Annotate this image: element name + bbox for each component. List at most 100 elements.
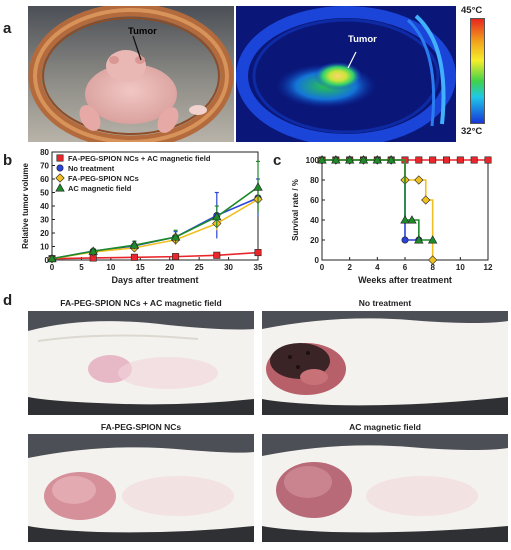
tumor-label-thermal: Tumor — [348, 34, 377, 45]
survival-point — [470, 156, 478, 164]
x-tick-label: 0 — [50, 263, 55, 272]
data-point — [48, 255, 56, 263]
series-line — [51, 197, 259, 260]
survival-point — [359, 156, 367, 164]
x-tick-label: 35 — [254, 263, 263, 272]
series-0 — [48, 249, 262, 263]
survival-point — [331, 155, 341, 165]
thermal-colorbar — [470, 18, 485, 124]
survival-point — [421, 195, 431, 205]
photo-title-no-treatment: No treatment — [358, 298, 412, 308]
y-axis-title: Survival rate / % — [291, 179, 300, 241]
data-point — [48, 255, 56, 263]
panel-label-d: d — [3, 292, 13, 309]
legend-label: No treatment — [68, 164, 115, 173]
survival-point — [386, 155, 396, 164]
photo-title-nanocrystals: FA-PEG-SPION NCs — [100, 422, 182, 432]
survival-point — [372, 155, 383, 164]
survival-step-line — [322, 159, 433, 241]
photo-title-magnetic-field: AC magnetic field — [349, 422, 421, 432]
series-1 — [48, 178, 262, 263]
legend-marker — [55, 173, 65, 183]
data-point — [130, 253, 138, 261]
x-axis-title: Weeks after treatment — [358, 275, 452, 285]
mouse-photo-magnetic-field — [262, 434, 508, 542]
survival-point — [332, 156, 340, 164]
y-tick-label: 80 — [310, 176, 319, 185]
x-tick-label: 12 — [484, 263, 493, 272]
survival-point — [346, 156, 354, 164]
survival-point — [372, 155, 382, 165]
survival-point — [331, 155, 341, 164]
survival-step-line — [322, 159, 419, 241]
thermal-scale-min: 32°C — [461, 126, 483, 137]
x-tick-label: 0 — [320, 263, 325, 272]
survival-point — [401, 236, 409, 244]
data-point — [129, 243, 140, 253]
x-tick-label: 8 — [430, 263, 435, 272]
survival-point — [429, 156, 437, 164]
survival-point — [415, 236, 423, 244]
data-point — [47, 253, 57, 263]
series-line — [51, 198, 259, 260]
data-point — [212, 218, 222, 229]
survival-point — [427, 235, 438, 244]
survival-point — [359, 156, 367, 164]
data-point — [172, 233, 180, 241]
data-point — [88, 247, 98, 257]
survival-point — [386, 155, 396, 165]
data-point — [213, 211, 221, 219]
survival-point — [358, 155, 369, 165]
survival-point — [387, 156, 395, 164]
survival-point — [484, 156, 492, 164]
survival-point — [400, 175, 410, 185]
legend-label: FA-PEG-SPION NCs — [68, 174, 139, 183]
data-point — [170, 232, 181, 241]
survival-point — [317, 155, 327, 164]
survival-point — [414, 235, 424, 244]
survival-point — [400, 215, 410, 224]
survival-point — [387, 156, 395, 164]
series-line — [51, 186, 259, 260]
series-3 — [47, 160, 263, 263]
data-point — [253, 194, 263, 204]
x-tick-label: 10 — [106, 263, 115, 272]
y-tick-label: 80 — [40, 148, 49, 157]
survival-series-0 — [318, 156, 492, 164]
y-tick-label: 0 — [315, 256, 320, 265]
survival-point — [318, 156, 326, 164]
y-tick-label: 40 — [310, 216, 319, 225]
y-tick-label: 0 — [45, 256, 50, 265]
y-tick-label: 60 — [310, 196, 319, 205]
data-point — [89, 247, 97, 255]
mouse-photo-no-treatment — [262, 311, 508, 415]
panel-label-a: a — [3, 20, 12, 37]
data-point — [88, 246, 98, 255]
survival-point — [428, 255, 438, 265]
mouse-photo-nanocrystals-illustration — [28, 434, 254, 542]
survival-series-2 — [317, 155, 438, 265]
x-tick-label: 10 — [456, 263, 465, 272]
mouse-photo-combined — [28, 311, 254, 415]
data-point — [253, 182, 263, 191]
data-point — [172, 253, 180, 261]
survival-point — [373, 156, 381, 164]
plot-frame — [321, 159, 489, 261]
x-tick-label: 4 — [375, 263, 380, 272]
x-tick-label: 5 — [79, 263, 84, 272]
data-point — [129, 240, 140, 249]
mouse-in-coil-illustration — [28, 6, 234, 142]
survival-point — [414, 175, 424, 185]
data-point — [130, 242, 138, 250]
y-tick-label: 40 — [40, 202, 49, 211]
legend-marker — [56, 164, 64, 172]
mouse-photo-combined-illustration — [28, 311, 254, 415]
survival-series-1 — [318, 156, 423, 244]
thermal-image: Tumor — [236, 6, 456, 142]
x-tick-label: 30 — [224, 263, 233, 272]
panel-label-b: b — [3, 152, 13, 169]
mouse-in-coil-photo: Tumor — [28, 6, 234, 142]
survival-point — [442, 156, 450, 164]
legend-label: FA-PEG-SPION NCs + AC magnetic field — [68, 154, 211, 163]
